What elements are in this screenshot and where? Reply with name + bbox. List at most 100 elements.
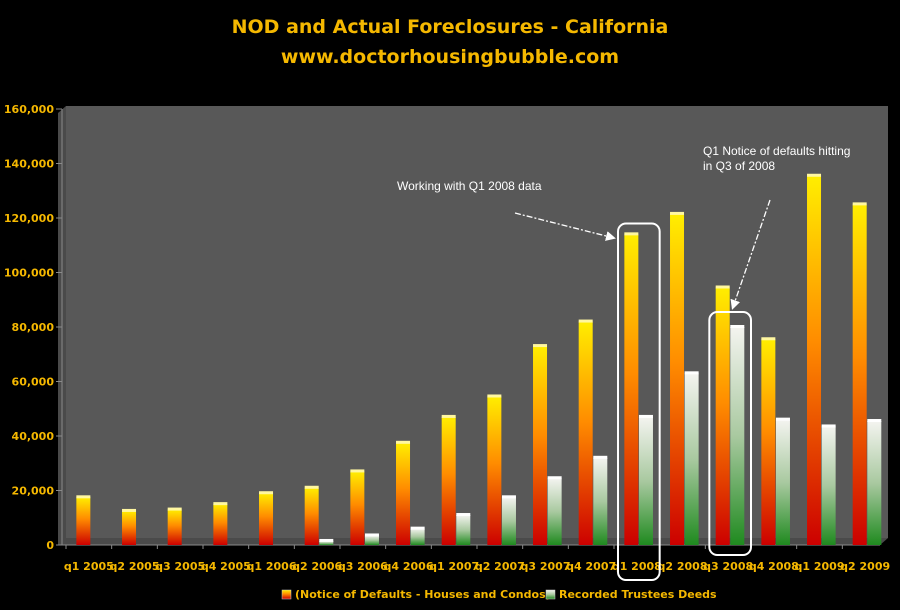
bar-deeds-top-face [501, 495, 516, 499]
x-tick-label: q1 2008 [612, 560, 662, 573]
bar-nod-top-face [807, 173, 822, 177]
bar-deeds-q1-2009 [821, 426, 836, 545]
x-tick-label: q3 2007 [521, 560, 571, 573]
bar-nod-q3-2008 [715, 287, 730, 545]
bar-nod-q4-2008 [761, 339, 776, 545]
y-tick-label: 100,000 [4, 267, 54, 280]
y-tick-label: 0 [46, 539, 54, 552]
bar-nod-q1-2005 [76, 497, 91, 545]
bar-deeds-top-face [319, 538, 334, 542]
bar-deeds-top-face [684, 371, 699, 375]
legend-label-nod: (Notice of Defaults - Houses and Condos) [295, 588, 551, 601]
bar-deeds-q2-2009 [867, 421, 882, 545]
x-tick-label: q4 2008 [749, 560, 799, 573]
bar-nod-top-face [578, 319, 593, 323]
bar-nod-q4-2005 [213, 504, 228, 545]
bar-nod-top-face [715, 285, 730, 289]
legend-swatch-nod [281, 589, 292, 600]
bar-nod-top-face [487, 394, 502, 398]
bar-deeds-q1-2008 [638, 416, 653, 545]
y-tick-label: 120,000 [4, 212, 54, 225]
x-tick-label: q4 2005 [201, 560, 251, 573]
bar-deeds-q3-2007 [547, 478, 562, 545]
bar-nod-top-face [761, 337, 776, 341]
highlight-box-q1-2008 [617, 222, 661, 581]
annotation-q3-arrow [730, 199, 771, 310]
bar-nod-top-face [624, 232, 639, 236]
y-tick-label: 20,000 [12, 485, 55, 498]
bar-nod-top-face [76, 495, 91, 499]
bar-deeds-q4-2006 [410, 528, 425, 545]
y-tick-label: 40,000 [12, 430, 55, 443]
bar-nod-top-face [852, 202, 867, 206]
bar-deeds-top-face [775, 417, 790, 421]
bar-deeds-top-face [867, 419, 882, 423]
bar-deeds-top-face [456, 513, 471, 517]
y-tick-label: 140,000 [4, 158, 54, 171]
annotation-q3-2008-text: in Q3 of 2008 [703, 159, 775, 173]
bar-nod-q4-2007 [578, 321, 593, 545]
y-tick-label: 60,000 [12, 376, 55, 389]
bar-nod-top-face [122, 508, 137, 512]
bar-nod-top-face [167, 507, 182, 511]
highlight-box-q3-2008 [708, 311, 752, 557]
bar-deeds-q2-2006 [319, 540, 334, 545]
bar-nod-top-face [533, 344, 548, 348]
x-tick-label: q3 2006 [338, 560, 388, 573]
bar-nod-q1-2009 [807, 175, 822, 545]
bar-deeds-top-face [821, 424, 836, 428]
x-tick-label: q1 2005 [64, 560, 114, 573]
bar-nod-q1-2006 [259, 493, 274, 545]
x-tick-label: q2 2008 [658, 560, 708, 573]
bar-nod-q2-2009 [852, 204, 867, 545]
bar-deeds-top-face [593, 455, 608, 459]
bar-deeds-q4-2008 [775, 419, 790, 545]
bar-nod-top-face [259, 491, 274, 495]
bar-nod-top-face [441, 414, 456, 418]
bar-nod-q4-2006 [396, 442, 411, 545]
bar-nod-q2-2005 [122, 510, 137, 545]
bar-nod-top-face [213, 502, 228, 506]
annotation-q1-2008-text: Working with Q1 2008 data [397, 179, 542, 193]
x-tick-label: q2 2005 [110, 560, 160, 573]
chart-subtitle: www.doctorhousingbubble.com [280, 46, 620, 68]
bar-nod-q1-2008 [624, 234, 639, 545]
x-tick-label: q2 2009 [840, 560, 890, 573]
x-tick-label: q2 2006 [292, 560, 342, 573]
bar-nod-top-face [396, 440, 411, 444]
bar-nod-q2-2008 [670, 213, 685, 545]
x-tick-label: q3 2005 [155, 560, 205, 573]
bar-deeds-top-face [547, 476, 562, 480]
bar-nod-q3-2006 [350, 471, 365, 545]
bar-deeds-q2-2008 [684, 373, 699, 545]
x-tick-label: q1 2007 [429, 560, 479, 573]
x-tick-label: q3 2008 [703, 560, 753, 573]
bar-deeds-q1-2007 [456, 515, 471, 545]
x-tick-label: q1 2009 [795, 560, 845, 573]
x-tick-label: q4 2006 [384, 560, 434, 573]
bar-deeds-top-face [730, 325, 745, 328]
legend-label-deeds: Recorded Trustees Deeds [559, 588, 717, 601]
x-tick-label: q1 2006 [247, 560, 297, 573]
annotation-q3-2008-text: Q1 Notice of defaults hitting [703, 144, 850, 158]
x-tick-label: q2 2007 [475, 560, 525, 573]
bar-nod-q3-2005 [167, 509, 182, 545]
bar-nod-q1-2007 [441, 416, 456, 545]
bar-deeds-q3-2006 [364, 535, 379, 545]
bar-deeds-q2-2007 [501, 497, 516, 545]
bar-deeds-top-face [638, 414, 653, 418]
bar-nod-q3-2007 [533, 346, 548, 545]
chart-title: NOD and Actual Foreclosures - California [231, 16, 669, 38]
bar-nod-q2-2007 [487, 396, 502, 545]
bar-deeds-top-face [410, 526, 425, 530]
bar-nod-top-face [670, 211, 685, 215]
y-tick-label: 80,000 [12, 321, 55, 334]
annotation-q1-arrow [514, 212, 616, 241]
bar-nod-q2-2006 [304, 487, 319, 545]
legend-swatch-deeds [545, 589, 556, 600]
bar-deeds-top-face [364, 533, 379, 537]
x-tick-label: q4 2007 [566, 560, 616, 573]
bar-nod-top-face [304, 485, 319, 489]
bar-deeds-q3-2008 [730, 327, 745, 545]
